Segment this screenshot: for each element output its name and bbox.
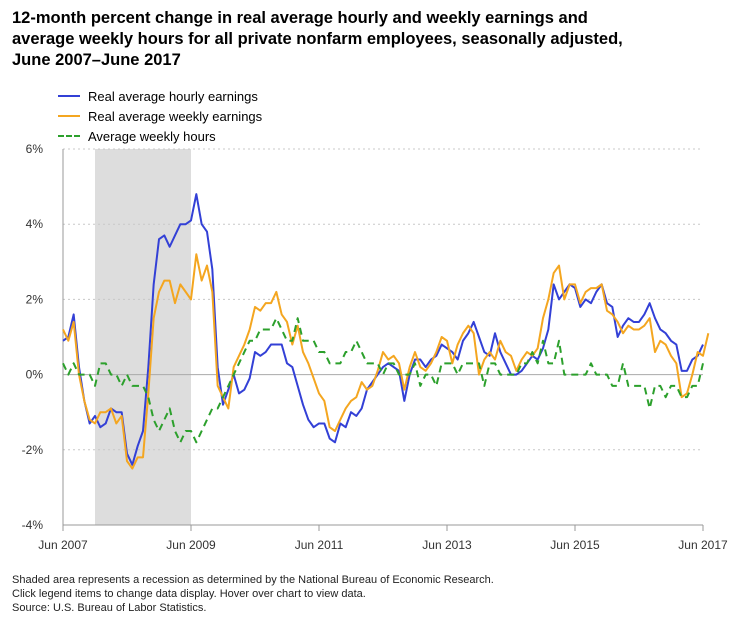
legend-label-hours: Average weekly hours [88,128,216,144]
chart-title-line: June 2007–June 2017 [12,51,181,69]
x-tick-label: Jun 2017 [678,538,728,552]
chart-title: 12-month percent change in real average … [12,8,742,71]
legend-swatch-hours [58,135,80,137]
x-tick-label: Jun 2015 [550,538,600,552]
chart-title-line: average weekly hours for all private non… [12,30,623,48]
footnotes: Shaded area represents a recession as de… [12,573,494,615]
y-tick-label: 4% [26,217,44,231]
legend-label-hourly: Real average hourly earnings [88,88,258,104]
footnote-instructions: Click legend items to change data displa… [12,588,366,600]
x-tick-label: Jun 2013 [422,538,472,552]
chart-title-line: 12-month percent change in real average … [12,9,588,27]
y-tick-label: 2% [26,292,44,306]
legend-swatch-weekly [58,115,80,117]
legend-label-weekly: Real average weekly earnings [88,108,263,124]
series-line-hourly-earnings [62,193,704,466]
footnote-recession: Shaded area represents a recession as de… [12,574,494,586]
recession-shade [95,149,191,525]
line-chart[interactable]: -4% -2% 0% 2% 4% 6% Jun 2007 Jun 2009 Jun 2011 Ju… [0,0,751,565]
chart-legend: Real average hourly earnings Real averag… [58,86,262,146]
x-tick-label: Jun 2007 [38,538,88,552]
y-tick-label: 0% [26,368,44,382]
y-tick-label: -4% [22,518,44,532]
y-tick-label: 6% [26,142,44,156]
y-tick-label: -2% [22,443,44,457]
x-tick-label: Jun 2009 [166,538,216,552]
legend-item-weekly-hours[interactable]: Average weekly hours [58,126,262,146]
footnote-source: Source: U.S. Bureau of Labor Statistics. [12,602,207,614]
legend-swatch-hourly [58,95,80,97]
legend-item-weekly-earnings[interactable]: Real average weekly earnings [58,106,262,126]
legend-item-hourly-earnings[interactable]: Real average hourly earnings [58,86,262,106]
series-line-weekly-earnings [62,253,710,470]
x-tick-label: Jun 2011 [295,538,344,552]
series-line-weekly-hours [62,317,704,444]
